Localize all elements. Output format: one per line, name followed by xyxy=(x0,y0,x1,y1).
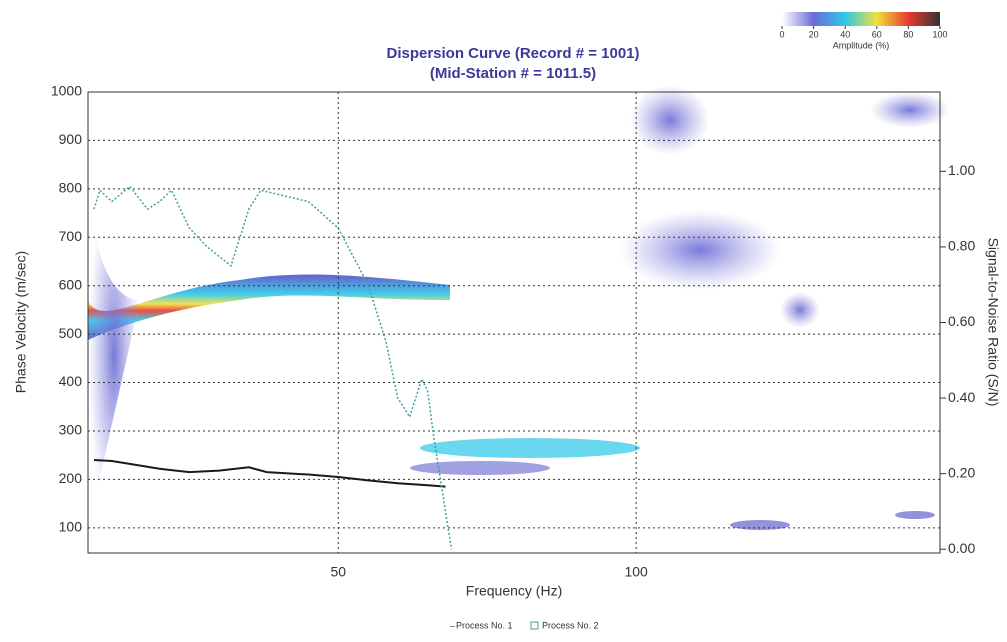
colorbar-tick-label: 40 xyxy=(840,29,850,39)
colorbar-tick-label: 20 xyxy=(809,29,819,39)
y-tick-label: 200 xyxy=(59,470,83,486)
y-tick-label: 800 xyxy=(59,180,83,196)
x-axis-label: Frequency (Hz) xyxy=(466,583,562,599)
x-tick-label: 100 xyxy=(624,564,648,580)
legend-label: Process No. 1 xyxy=(456,620,513,630)
chart-subtitle: (Mid-Station # = 1011.5) xyxy=(430,65,596,82)
legend: – Process No. 1 Process No. 2 xyxy=(450,620,599,630)
y2-tick-label: 0.40 xyxy=(948,389,975,405)
x-tick-label: 50 xyxy=(330,564,346,580)
y-tick-label: 400 xyxy=(59,373,83,389)
series-line xyxy=(93,185,453,550)
legend-label: Process No. 2 xyxy=(542,620,599,630)
y-tick-label: 900 xyxy=(59,131,83,147)
y-tick-label: 100 xyxy=(59,519,83,535)
dispersion-image xyxy=(88,85,950,530)
legend-swatch xyxy=(530,621,539,630)
y2-tick-label: 0.60 xyxy=(948,313,975,329)
y2-axis-label: Signal-to-Noise Ratio (S/N) xyxy=(985,238,1001,407)
y-tick-label: 600 xyxy=(59,276,83,292)
y-axis-label: Phase Velocity (m/sec) xyxy=(13,251,29,393)
series-line xyxy=(93,459,446,488)
colorbar xyxy=(782,12,940,26)
chart-title: Dispersion Curve (Record # = 1001) xyxy=(386,45,639,62)
legend-label: – xyxy=(450,620,455,630)
colorbar-label: Amplitude (%) xyxy=(833,40,890,50)
y2-tick-label: 1.00 xyxy=(948,162,975,178)
y-tick-label: 700 xyxy=(59,228,83,244)
y-tick-label: 500 xyxy=(59,325,83,341)
y-tick-label: 1000 xyxy=(51,83,82,99)
y-tick-label: 300 xyxy=(59,422,83,438)
y2-tick-label: 0.00 xyxy=(948,540,975,556)
colorbar-tick-label: 80 xyxy=(903,29,913,39)
colorbar-tick-label: 60 xyxy=(872,29,882,39)
colorbar-tick-label: 100 xyxy=(932,29,947,39)
y2-tick-label: 0.80 xyxy=(948,238,975,254)
colorbar-tick-label: 0 xyxy=(779,29,784,39)
y2-tick-label: 0.20 xyxy=(948,464,975,480)
